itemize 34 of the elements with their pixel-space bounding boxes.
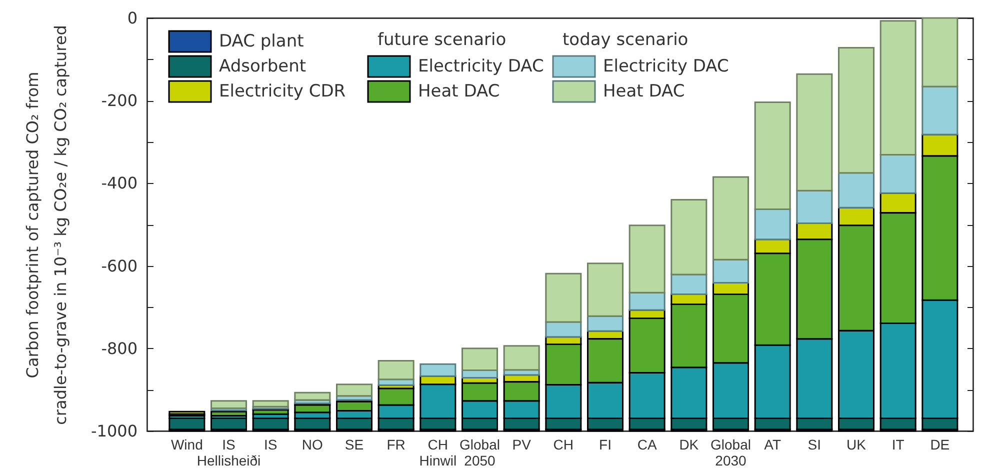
- x-tick-label: AT: [764, 436, 782, 452]
- legend-label: Adsorbent: [219, 56, 306, 76]
- legend-label: Heat DAC: [418, 82, 500, 102]
- x-tick-label: FR: [386, 436, 406, 452]
- x-tick-label: UK: [846, 436, 867, 452]
- y-tick-label: -800: [101, 338, 138, 358]
- x-tick-label: PV: [512, 436, 532, 452]
- legend-label: Electricity CDR: [219, 82, 346, 102]
- legend-label: Electricity DAC: [603, 56, 729, 76]
- y-tick-label: -600: [101, 256, 138, 276]
- y-tick-label: -1000: [91, 422, 138, 440]
- category-label: CH Hinwil: [419, 436, 457, 468]
- x-tick-label: SI: [808, 436, 822, 452]
- category-label: Global 2030: [710, 436, 751, 468]
- x-tick-label: DE: [930, 436, 950, 452]
- x-tick-label: NO: [302, 436, 324, 452]
- x-tick-label: Wind: [170, 436, 203, 452]
- legend-label: Electricity DAC: [418, 56, 544, 76]
- x-tick-label: CH: [553, 436, 574, 452]
- y-axis-title: Carbon footprint of captured CO₂ from cradle-to-grave in 10⁻³ kg CO₂e / kg CO₂ captured: [23, 25, 70, 425]
- x-tick-label: IS: [264, 436, 278, 452]
- annotation: future scenario: [378, 30, 506, 50]
- category-label: Global 2050: [460, 436, 500, 468]
- y-tick-label: 0: [127, 8, 138, 28]
- x-tick-label: DK: [679, 436, 700, 452]
- y-tick-label: -200: [101, 91, 138, 110]
- legend-label: DAC plant: [219, 32, 304, 52]
- legend-label: Heat DAC: [603, 82, 685, 102]
- x-tick-label: SE: [344, 436, 364, 452]
- annotation: today scenario: [562, 30, 688, 50]
- x-tick-label: IT: [892, 436, 905, 452]
- x-tick-label: CA: [637, 436, 658, 452]
- x-tick-label: FI: [599, 436, 612, 452]
- y-tick-label: -400: [101, 174, 138, 193]
